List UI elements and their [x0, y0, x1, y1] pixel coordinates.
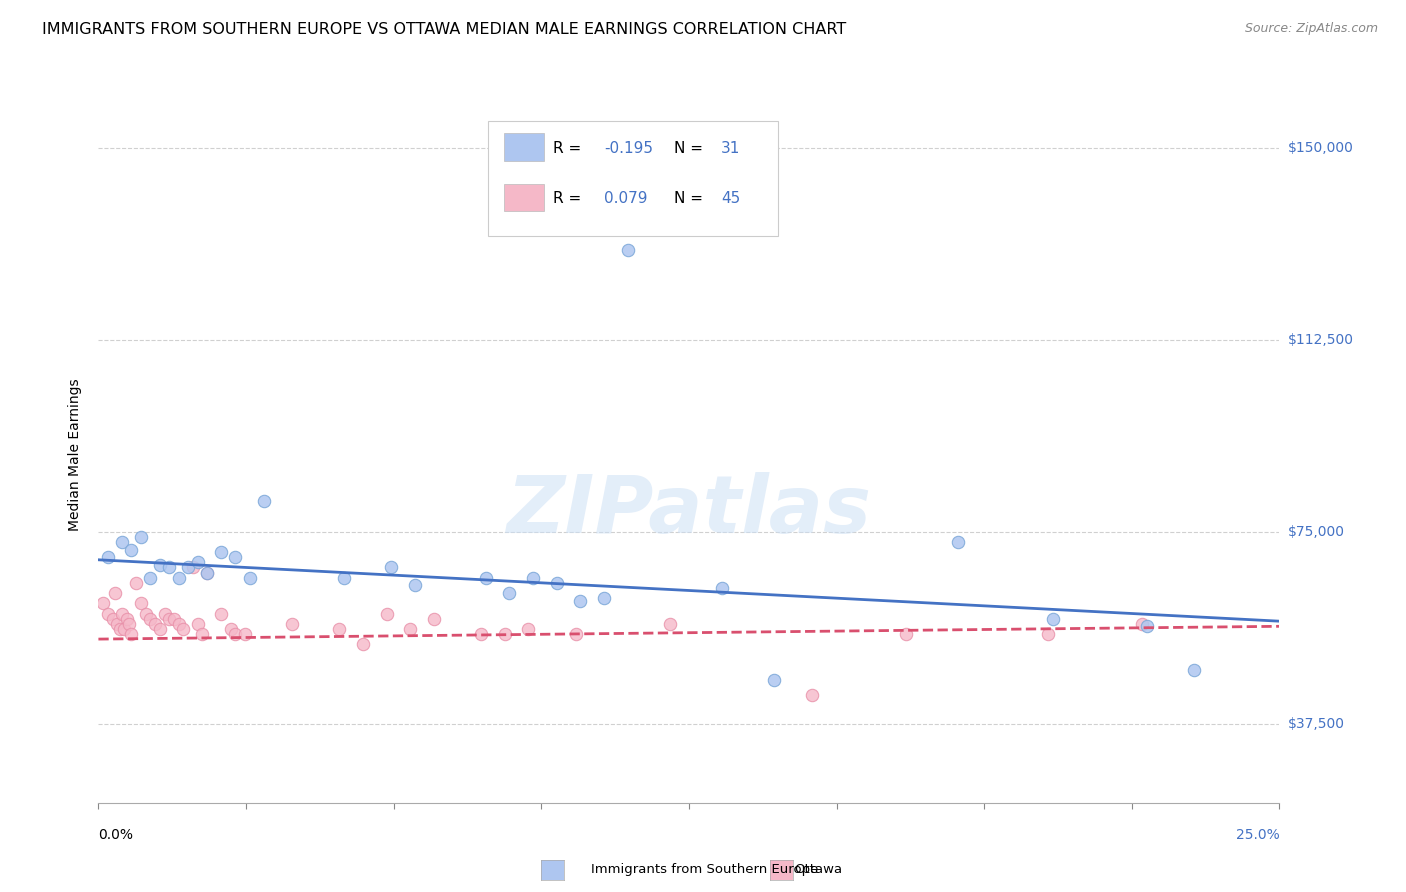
Point	[253, 494, 276, 508]
Point	[1042, 612, 1064, 626]
Point	[157, 612, 180, 626]
Point	[195, 566, 218, 580]
Text: IMMIGRANTS FROM SOUTHERN EUROPE VS OTTAWA MEDIAN MALE EARNINGS CORRELATION CHART: IMMIGRANTS FROM SOUTHERN EUROPE VS OTTAW…	[42, 22, 846, 37]
Point	[163, 612, 186, 626]
Point	[209, 607, 232, 621]
Text: 31: 31	[721, 141, 740, 155]
Point	[517, 622, 540, 636]
Text: $37,500: $37,500	[1288, 716, 1344, 731]
Point	[616, 244, 638, 258]
Text: -0.195: -0.195	[605, 141, 652, 155]
Point	[375, 607, 398, 621]
Text: 25.0%: 25.0%	[1236, 828, 1279, 842]
Text: Source: ZipAtlas.com: Source: ZipAtlas.com	[1244, 22, 1378, 36]
Point	[475, 571, 498, 585]
Point	[522, 571, 544, 585]
Point	[187, 616, 209, 631]
Point	[172, 622, 194, 636]
Point	[711, 581, 734, 595]
Point	[195, 566, 218, 580]
Point	[470, 627, 492, 641]
Point	[143, 616, 166, 631]
FancyBboxPatch shape	[503, 184, 544, 211]
Point	[177, 560, 200, 574]
Point	[1136, 619, 1159, 633]
Point	[121, 542, 143, 557]
Point	[149, 622, 172, 636]
Point	[139, 571, 162, 585]
Point	[149, 558, 172, 572]
Point	[118, 616, 141, 631]
Point	[659, 616, 682, 631]
Point	[111, 607, 134, 621]
Point	[219, 622, 242, 636]
Text: 0.0%: 0.0%	[98, 828, 134, 842]
Point	[569, 593, 592, 607]
Text: Ottawa: Ottawa	[794, 863, 842, 876]
Point	[191, 627, 214, 641]
Point	[108, 622, 131, 636]
Point	[1184, 663, 1206, 677]
Point	[333, 571, 356, 585]
FancyBboxPatch shape	[503, 134, 544, 161]
Point	[498, 586, 520, 600]
Point	[948, 534, 970, 549]
Point	[181, 560, 204, 574]
Text: $112,500: $112,500	[1288, 333, 1354, 347]
Point	[233, 627, 256, 641]
Point	[157, 560, 180, 574]
Point	[115, 612, 138, 626]
Point	[153, 607, 176, 621]
Point	[546, 575, 568, 590]
Y-axis label: Median Male Earnings: Median Male Earnings	[69, 378, 83, 532]
Point	[105, 616, 128, 631]
Point	[129, 530, 152, 544]
Text: $150,000: $150,000	[1288, 141, 1354, 155]
Point	[399, 622, 422, 636]
Text: $75,000: $75,000	[1288, 524, 1344, 539]
Point	[97, 607, 120, 621]
Point	[187, 555, 209, 569]
Point	[167, 571, 190, 585]
Point	[1132, 616, 1154, 631]
Point	[423, 612, 446, 626]
Point	[224, 627, 246, 641]
Point	[239, 571, 262, 585]
Text: Immigrants from Southern Europe: Immigrants from Southern Europe	[591, 863, 818, 876]
Point	[209, 545, 232, 559]
Point	[352, 637, 374, 651]
Text: R =: R =	[553, 191, 581, 206]
Point	[121, 627, 143, 641]
Point	[224, 550, 246, 565]
Point	[380, 560, 402, 574]
Text: 0.079: 0.079	[605, 191, 647, 206]
Text: R =: R =	[553, 141, 581, 155]
Point	[91, 596, 114, 610]
Point	[328, 622, 350, 636]
Point	[167, 616, 190, 631]
Point	[111, 534, 134, 549]
Text: 45: 45	[721, 191, 740, 206]
Point	[101, 612, 124, 626]
Point	[129, 596, 152, 610]
Point	[97, 550, 120, 565]
Point	[112, 622, 135, 636]
Point	[135, 607, 157, 621]
Point	[593, 591, 616, 606]
Point	[125, 575, 148, 590]
Point	[564, 627, 586, 641]
Point	[762, 673, 785, 687]
Point	[896, 627, 918, 641]
FancyBboxPatch shape	[488, 121, 778, 235]
Point	[800, 689, 823, 703]
Point	[404, 578, 426, 592]
Text: N =: N =	[673, 141, 703, 155]
Text: ZIPatlas: ZIPatlas	[506, 472, 872, 549]
Point	[494, 627, 516, 641]
Point	[139, 612, 162, 626]
Point	[1036, 627, 1059, 641]
Point	[104, 586, 127, 600]
Text: N =: N =	[673, 191, 703, 206]
Point	[281, 616, 304, 631]
